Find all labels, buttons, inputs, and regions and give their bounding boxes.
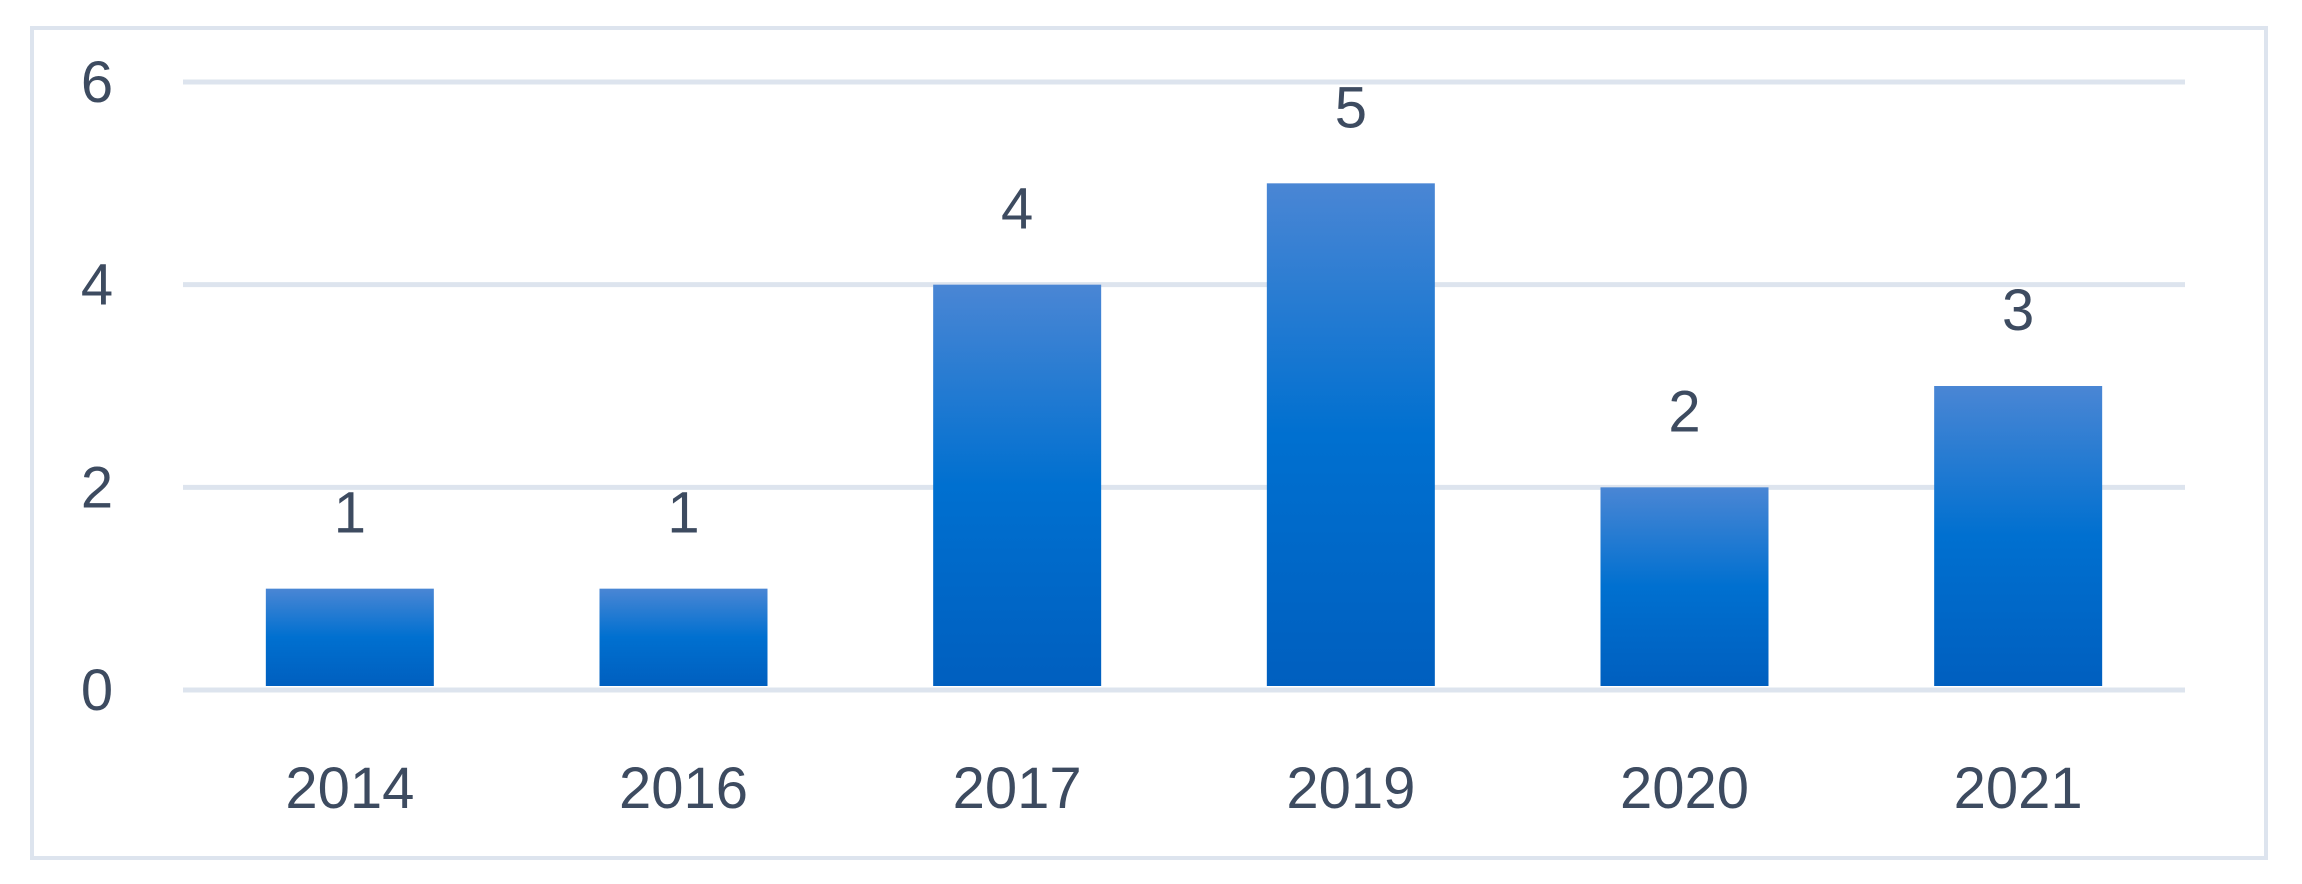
data-label-2020: 2 [1668,379,1700,444]
y-tick-label-6: 6 [81,50,113,115]
x-tick-label-2021: 2021 [1954,756,2083,821]
y-tick-label-0: 0 [81,658,113,723]
x-tick-label-2014: 2014 [285,756,414,821]
data-labels: 1 1 4 5 2 3 [334,75,2035,545]
bar-2020 [1600,487,1769,686]
x-axis-tick-labels: 2014 2016 2017 2019 2020 2021 [285,756,2082,821]
y-axis-tick-labels: 0 2 4 6 [81,50,113,723]
x-tick-label-2016: 2016 [619,756,748,821]
data-label-2014: 1 [334,481,366,546]
bar-2019 [1266,183,1435,687]
x-tick-label-2020: 2020 [1620,756,1749,821]
data-label-2021: 3 [2002,278,2034,343]
gridlines [183,79,2185,693]
bar-2021 [1934,386,2103,686]
x-tick-label-2017: 2017 [953,756,1082,821]
bar-2014 [265,588,434,686]
data-label-2016: 1 [667,481,699,546]
bar-2017 [933,284,1102,686]
data-label-2017: 4 [1001,177,1033,242]
y-tick-label-4: 4 [81,253,113,318]
bar-2016 [599,588,768,686]
x-tick-label-2019: 2019 [1286,756,1415,821]
bars [265,183,2103,687]
chart-frame [30,26,2268,860]
y-tick-label-2: 2 [81,455,113,520]
data-label-2019: 5 [1335,75,1367,140]
